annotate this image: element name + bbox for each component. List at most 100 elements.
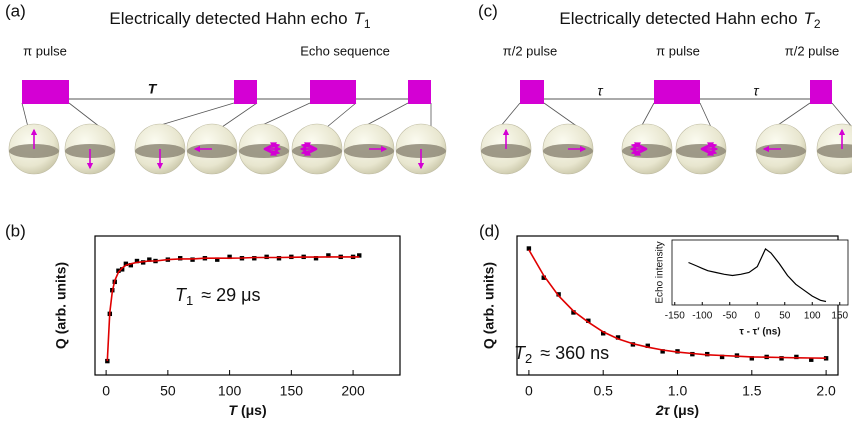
pulse-label: π/2 pulse xyxy=(503,43,558,58)
pulse-label: π pulse xyxy=(656,43,700,58)
x-axis-label: τ - τ′ (ns) xyxy=(739,327,780,338)
annotation-part: 1 xyxy=(186,293,193,308)
x-axis-label-part: T xyxy=(228,402,238,418)
spin-arrow xyxy=(263,142,278,150)
pulse-label: Echo sequence xyxy=(300,43,390,58)
fit-line xyxy=(106,256,360,362)
x-axis-label-part: (μs) xyxy=(673,402,699,418)
pulse-label: π/2 pulse xyxy=(785,43,840,58)
spin-arrow xyxy=(263,148,278,156)
data-point xyxy=(809,357,814,362)
x-axis-label: 2τ (μs) xyxy=(655,402,699,418)
annotation-part: ≈ 360 ns xyxy=(540,343,609,363)
diagram-title-part: T xyxy=(354,9,366,28)
data-point xyxy=(123,261,129,266)
x-tick-label: 2.0 xyxy=(816,383,836,399)
pulse-link xyxy=(362,102,409,128)
data-point xyxy=(147,257,152,262)
pulse-link xyxy=(326,102,357,128)
data-point xyxy=(326,253,331,258)
x-axis-label: T (μs) xyxy=(228,402,266,418)
x-tick-label: 50 xyxy=(160,383,176,399)
annotation-part: 2 xyxy=(525,351,532,366)
data-point xyxy=(645,343,650,349)
panel-label: (a) xyxy=(5,1,26,20)
annotation-part: T xyxy=(175,285,188,305)
diagram-title-part: Electrically detected Hahn echo xyxy=(109,9,347,28)
pulse xyxy=(520,80,544,104)
x-tick-label: 1.0 xyxy=(668,383,688,399)
diagram-title: Electrically detected Hahn echo T2 xyxy=(559,9,821,31)
panel-label: (c) xyxy=(478,1,498,20)
x-tick-label: 0.5 xyxy=(593,383,613,399)
data-point xyxy=(541,275,546,280)
data-point xyxy=(586,318,591,323)
y-axis-label: Q (arb. units) xyxy=(53,262,69,349)
pulse-link xyxy=(21,102,29,128)
diagram-title-part: 2 xyxy=(814,17,821,31)
x-tick-label: 0 xyxy=(525,383,533,399)
pulse-link xyxy=(543,102,579,128)
x-axis-label-part: 2τ xyxy=(655,402,671,418)
panel-label: (d) xyxy=(479,221,500,240)
x-tick-label: 1.5 xyxy=(742,383,762,399)
equator-plane xyxy=(344,144,394,158)
pulse-link xyxy=(257,102,311,128)
diagram-title-part: T xyxy=(804,9,816,28)
data-point xyxy=(794,354,799,360)
data-point xyxy=(615,335,621,340)
delay-label: τ xyxy=(753,83,759,99)
annotation-part: ≈ 29 μs xyxy=(201,285,260,305)
pulse-link xyxy=(831,102,852,128)
data-point xyxy=(571,310,576,315)
x-tick-label: 150 xyxy=(280,383,304,399)
pulse-link xyxy=(499,102,521,128)
data-point xyxy=(779,356,784,361)
pulse-link xyxy=(68,102,101,128)
equator-plane xyxy=(817,144,852,158)
data-point xyxy=(357,253,362,258)
annotation: T2 ≈ 360 ns xyxy=(514,343,609,367)
data-line xyxy=(688,247,827,303)
data-point xyxy=(600,331,606,336)
spin-arrow xyxy=(303,148,318,156)
x-axis-label-part: (μs) xyxy=(241,402,267,418)
pulse-link xyxy=(699,102,712,128)
annotation-part: T xyxy=(514,343,527,363)
x-tick-label: 50 xyxy=(779,311,791,322)
data-point xyxy=(313,256,319,261)
data-point xyxy=(116,268,121,273)
fit-line xyxy=(528,249,827,359)
diagram-title-part: Electrically detected Hahn echo xyxy=(559,9,797,28)
plot-frame xyxy=(94,235,401,376)
spin-arrow xyxy=(700,142,715,150)
x-tick-label: -100 xyxy=(692,311,712,322)
data-point xyxy=(556,292,561,297)
y-axis-label: Echo intensity xyxy=(655,241,666,303)
equator-plane xyxy=(187,144,237,158)
pulse-link xyxy=(640,102,655,128)
x-tick-label: 0 xyxy=(102,383,110,399)
x-tick-label: 100 xyxy=(218,383,242,399)
pulse-link xyxy=(221,102,258,128)
equator-plane xyxy=(756,144,806,158)
data-point xyxy=(134,258,140,264)
equator-plane xyxy=(292,144,342,158)
pulse-link xyxy=(153,102,235,128)
x-tick-label: 100 xyxy=(804,311,821,322)
data-point xyxy=(119,267,125,272)
data-point xyxy=(660,349,665,354)
data-point xyxy=(227,254,232,260)
delay-label: τ xyxy=(597,83,603,99)
data-point xyxy=(823,356,829,361)
x-tick-label: 150 xyxy=(831,311,848,322)
spin-arrow xyxy=(303,142,318,150)
x-tick-label: 200 xyxy=(341,383,365,399)
pulse xyxy=(310,80,356,104)
spin-arrow xyxy=(633,142,648,150)
annotation: T1 ≈ 29 μs xyxy=(175,285,261,309)
pulse xyxy=(408,80,431,104)
x-tick-label: 0 xyxy=(754,311,760,322)
